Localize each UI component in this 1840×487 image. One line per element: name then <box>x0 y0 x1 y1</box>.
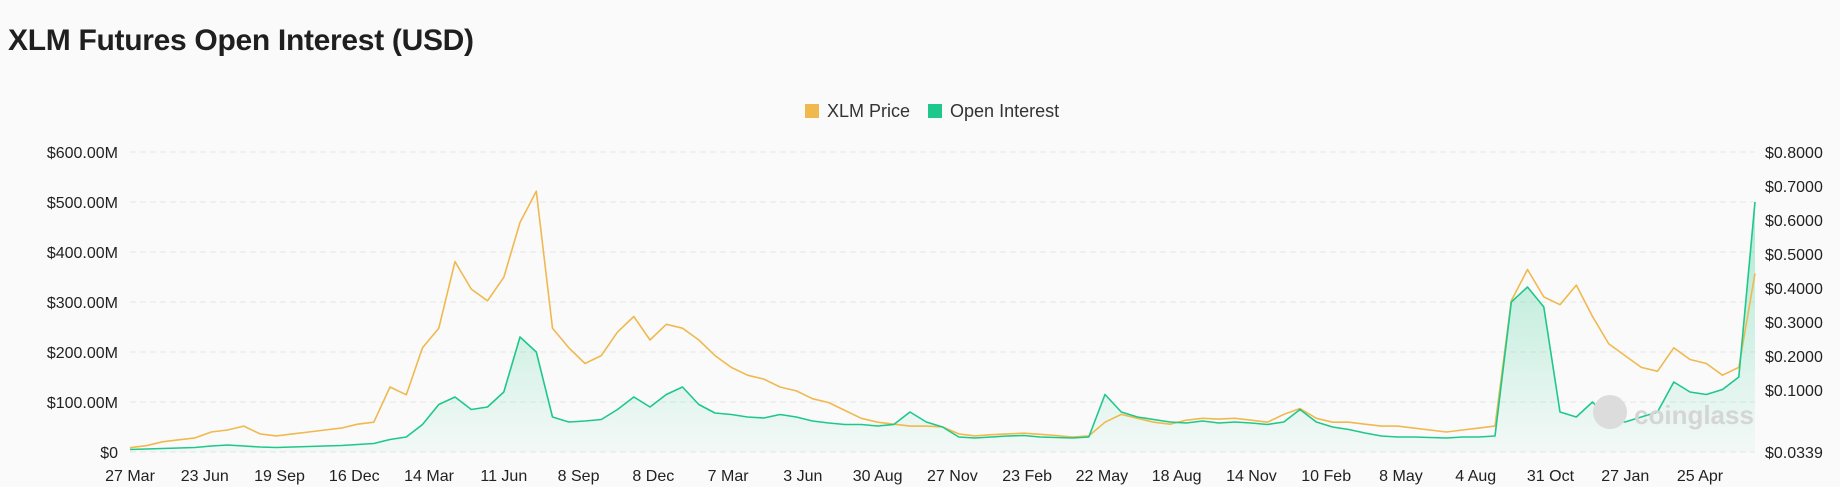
x-tick-label: 31 Oct <box>1527 468 1575 485</box>
y-right-tick-label: $0.0339 <box>1765 445 1823 462</box>
legend-label-price: XLM Price <box>827 100 911 121</box>
x-tick-label: 7 Mar <box>708 468 750 485</box>
y-axis-left: $0 $100.00M $200.00M $300.00M $400.00M $500.0… <box>47 145 118 462</box>
legend-label-open-interest: Open Interest <box>950 100 1060 121</box>
y-right-tick-label: $0.3000 <box>1765 315 1823 332</box>
x-tick-label: 23 Jun <box>181 468 229 485</box>
y-right-tick-label: $0.1000 <box>1765 383 1823 400</box>
x-tick-label: 10 Feb <box>1301 468 1351 485</box>
x-axis: 27 Mar 23 Jun 19 Sep 16 Dec 14 Mar 11 Jun 8 Se… <box>105 468 1724 485</box>
x-tick-label: 14 Nov <box>1226 468 1277 485</box>
x-tick-label: 27 Nov <box>927 468 978 485</box>
y-left-tick-label: $400.00M <box>47 245 118 262</box>
x-tick-label: 8 Dec <box>632 468 674 485</box>
x-tick-label: 8 Sep <box>558 468 600 485</box>
x-tick-label: 18 Aug <box>1152 468 1202 485</box>
y-left-tick-label: $200.00M <box>47 345 118 362</box>
x-tick-label: 14 Mar <box>404 468 454 485</box>
legend-swatch-price <box>805 104 819 118</box>
y-right-tick-label: $0.8000 <box>1765 145 1823 162</box>
y-right-tick-label: $0.5000 <box>1765 247 1823 264</box>
open-interest-line[interactable] <box>129 201 1756 451</box>
x-tick-label: 27 Mar <box>105 468 155 485</box>
y-right-tick-label: $0.2000 <box>1765 349 1823 366</box>
x-tick-label: 27 Jan <box>1601 468 1649 485</box>
y-left-tick-label: $600.00M <box>47 145 118 162</box>
legend-item-price[interactable]: XLM Price <box>805 101 910 122</box>
x-tick-label: 23 Feb <box>1002 468 1052 485</box>
x-tick-label: 4 Aug <box>1455 468 1496 485</box>
legend-swatch-open-interest <box>928 104 943 118</box>
coinglass-watermark: coinglass <box>1593 395 1754 430</box>
x-tick-label: 8 May <box>1379 468 1423 485</box>
chart-legend: XLM Price Open Interest <box>805 100 1059 122</box>
y-axis-right: $0.0339 $0.1000 $0.2000 $0.3000 $0.4000 $0.50… <box>1765 145 1823 462</box>
x-tick-label: 22 May <box>1076 468 1128 485</box>
y-right-tick-label: $0.4000 <box>1765 281 1823 298</box>
x-tick-label: 11 Jun <box>480 468 527 485</box>
x-tick-label: 3 Jun <box>783 468 822 485</box>
y-left-tick-label: $0 <box>100 445 118 462</box>
x-tick-label: 25 Apr <box>1677 468 1724 485</box>
series-layer <box>129 190 1756 452</box>
y-left-tick-label: $500.00M <box>47 195 118 212</box>
legend-item-open-interest[interactable]: Open Interest <box>928 101 1059 122</box>
y-left-tick-label: $300.00M <box>47 295 118 312</box>
open-interest-area <box>130 202 1755 452</box>
watermark-text: coinglass <box>1634 400 1754 430</box>
y-left-tick-label: $100.00M <box>47 395 118 412</box>
x-tick-label: 16 Dec <box>329 468 380 485</box>
y-right-tick-label: $0.7000 <box>1765 179 1823 196</box>
page-title: XLM Futures Open Interest (USD) <box>8 24 474 57</box>
x-tick-label: 30 Aug <box>853 468 903 485</box>
x-tick-label: 19 Sep <box>254 468 305 485</box>
y-right-tick-label: $0.6000 <box>1765 213 1823 230</box>
coinglass-logo-icon <box>1593 395 1627 429</box>
